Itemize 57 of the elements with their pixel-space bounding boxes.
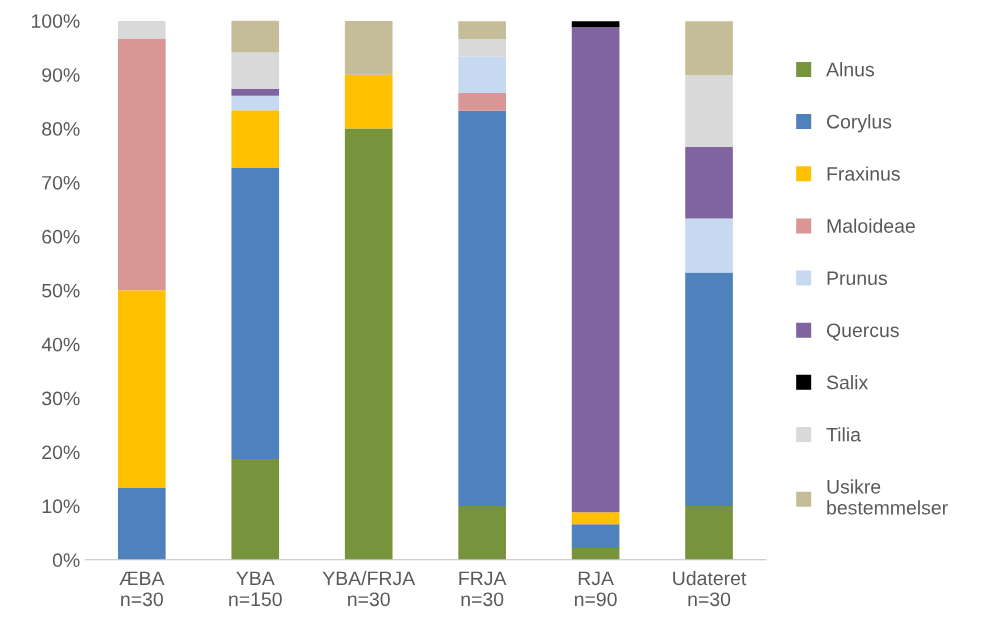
x-tick-label: YBA/FRJA n=30 xyxy=(322,570,416,607)
bar xyxy=(231,52,280,89)
bar xyxy=(685,505,733,560)
legend-label: Quercus xyxy=(826,323,899,341)
y-tick-label: 0% xyxy=(52,553,80,568)
y-tick-label: 100% xyxy=(31,14,80,28)
x-tick-label: RJA n=90 xyxy=(574,571,617,607)
bar xyxy=(571,21,620,28)
bar xyxy=(685,146,733,219)
legend-label: Prunus xyxy=(827,271,887,286)
y-tick-label: 20% xyxy=(42,445,80,460)
legend-label: Alnus xyxy=(826,62,874,77)
legend-label: Tilia xyxy=(826,427,861,442)
bar xyxy=(685,218,733,273)
bar xyxy=(458,21,506,40)
bar xyxy=(231,110,280,168)
legend-label: Maloideae xyxy=(827,218,915,233)
bar xyxy=(344,128,393,560)
bar xyxy=(231,459,280,560)
bar xyxy=(571,512,620,525)
legend-label: Usikre bestemmelser xyxy=(827,479,948,515)
legend-label: Fraxinus xyxy=(827,166,900,181)
y-tick-label: 70% xyxy=(42,175,80,190)
bar xyxy=(685,21,733,76)
bar xyxy=(231,20,280,53)
bar xyxy=(117,488,166,560)
bar xyxy=(685,75,733,147)
x-tick-label: Udateret n=30 xyxy=(673,570,747,607)
bar xyxy=(458,39,506,57)
bar xyxy=(117,38,166,291)
bar xyxy=(458,110,506,506)
bar xyxy=(571,27,620,513)
x-tick-label: FRJA n=30 xyxy=(459,571,507,607)
legend-label: Salix xyxy=(826,375,868,390)
bar xyxy=(117,290,166,489)
y-tick-label: 80% xyxy=(42,122,80,136)
y-tick-label: 60% xyxy=(42,229,80,244)
x-tick-label: YBA n=150 xyxy=(229,571,282,607)
bar xyxy=(571,524,620,548)
bar xyxy=(231,167,280,460)
bar xyxy=(571,547,620,560)
y-tick-label: 50% xyxy=(42,283,80,298)
bar xyxy=(231,95,280,111)
bar xyxy=(458,92,506,111)
x-tick-label: ÆBA n=30 xyxy=(119,571,165,607)
y-tick-label: 90% xyxy=(42,68,80,82)
bar xyxy=(458,56,506,93)
bar xyxy=(458,505,506,560)
bar xyxy=(344,20,393,75)
bar xyxy=(231,88,280,96)
bar xyxy=(117,20,166,39)
y-tick-label: 40% xyxy=(41,337,80,352)
legend-label: Corylus xyxy=(827,114,892,133)
bar xyxy=(344,74,393,129)
y-tick-label: 30% xyxy=(42,391,80,406)
bar xyxy=(685,272,733,506)
y-tick-label: 10% xyxy=(42,499,80,514)
